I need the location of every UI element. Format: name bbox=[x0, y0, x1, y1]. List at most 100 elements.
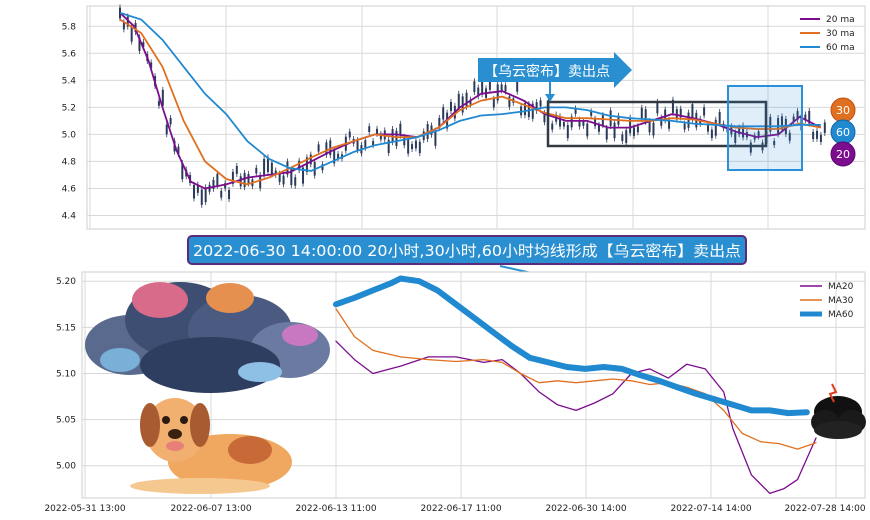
candle-body bbox=[543, 113, 546, 123]
candle-body bbox=[648, 121, 651, 133]
bottom-series-line-MA60 bbox=[333, 275, 810, 417]
candle-body bbox=[780, 116, 783, 130]
candle-body bbox=[823, 122, 826, 133]
candle-body bbox=[157, 101, 160, 106]
bottom-y-tick-label: 5.00 bbox=[56, 462, 76, 472]
sell-point-arrow-annotation: 【乌云密布】卖出点 bbox=[478, 52, 632, 102]
legend-label-30ma: 30 ma bbox=[826, 29, 855, 39]
top-y-tick-label: 5.4 bbox=[62, 76, 77, 86]
candle-body bbox=[605, 127, 608, 140]
candle-body bbox=[403, 136, 406, 146]
top-ma-lines bbox=[119, 11, 822, 190]
candle-body bbox=[231, 171, 234, 184]
candle-body bbox=[438, 117, 441, 129]
top-legend: 20 ma 30 ma 60 ma bbox=[800, 15, 855, 53]
candle-body bbox=[816, 130, 819, 139]
candle-body bbox=[278, 173, 281, 183]
candle-body bbox=[247, 174, 250, 184]
legend-label-20ma: 20 ma bbox=[826, 15, 855, 25]
top-y-tick-label: 4.6 bbox=[62, 184, 77, 194]
candle-body bbox=[812, 131, 815, 140]
top-panel: 4.4 4.6 4.8 5.0 5.2 5.4 5.6 5.8 【乌云密布】卖出点 20 ma… bbox=[62, 4, 866, 230]
candle-body bbox=[734, 132, 737, 143]
candle-body bbox=[640, 107, 643, 120]
candle-body bbox=[305, 157, 308, 172]
candle-body bbox=[457, 93, 460, 109]
top-series-line-60ma bbox=[119, 11, 821, 172]
candle-body bbox=[263, 158, 266, 175]
candle-body bbox=[636, 126, 639, 133]
candle-body bbox=[773, 140, 776, 146]
legend-label-ma60: MA60 bbox=[828, 310, 854, 320]
storm-cloud-icon bbox=[811, 383, 866, 439]
bottom-series-line-MA20 bbox=[335, 340, 817, 495]
candle-body bbox=[706, 124, 709, 132]
candle-body bbox=[142, 41, 145, 47]
bottom-y-ticks: 5.00 5.05 5.10 5.15 5.20 bbox=[56, 277, 76, 471]
candle-body bbox=[566, 125, 569, 139]
candle-body bbox=[551, 123, 554, 130]
candle-body bbox=[808, 110, 811, 124]
candle-body bbox=[282, 175, 285, 185]
legend-label-60ma: 60 ma bbox=[826, 43, 855, 53]
candle-body bbox=[329, 140, 332, 156]
candle-body bbox=[270, 162, 273, 175]
candle-body bbox=[609, 110, 612, 127]
consolidation-box bbox=[546, 100, 768, 148]
candle-body bbox=[126, 16, 129, 27]
candle-body bbox=[531, 103, 534, 119]
candle-body bbox=[597, 124, 600, 132]
candle-body bbox=[399, 123, 402, 136]
top-y-tick-label: 4.8 bbox=[62, 157, 77, 167]
candle-body bbox=[488, 77, 491, 90]
candle-body bbox=[601, 115, 604, 126]
candle-body bbox=[753, 135, 756, 140]
candle-body bbox=[395, 130, 398, 147]
candle-body bbox=[492, 98, 495, 108]
arrow-label: 【乌云密布】卖出点 bbox=[484, 63, 610, 80]
candle-body bbox=[325, 142, 328, 155]
candle-body bbox=[660, 117, 663, 126]
candle-body bbox=[138, 37, 141, 51]
candle-body bbox=[181, 163, 184, 180]
candle-body bbox=[757, 131, 760, 137]
candle-body bbox=[656, 101, 659, 114]
candle-body bbox=[671, 99, 674, 113]
dog-icon bbox=[130, 398, 292, 494]
candle-body bbox=[738, 127, 741, 135]
candle-body bbox=[449, 101, 452, 111]
candle-body bbox=[749, 142, 752, 153]
candle-body bbox=[317, 144, 320, 152]
candle-body bbox=[259, 174, 262, 189]
candle-body bbox=[364, 140, 367, 148]
candle-body bbox=[668, 119, 671, 129]
bottom-panel: 5.005.055.105.155.20 2022-05-31 13:00 202… bbox=[44, 271, 866, 514]
candle-body bbox=[200, 189, 203, 205]
top-y-tick-label: 5.2 bbox=[62, 103, 76, 113]
candle-body bbox=[520, 106, 523, 116]
candle-body bbox=[220, 190, 223, 198]
bottom-x-tick-label: 2022-07-28 14:00 bbox=[784, 504, 865, 514]
candle-body bbox=[625, 130, 628, 143]
cloud-icon bbox=[85, 282, 330, 393]
candle-body bbox=[562, 122, 565, 127]
candle-body bbox=[461, 96, 464, 113]
legend-label-ma20: MA20 bbox=[828, 282, 854, 292]
candle-body bbox=[691, 104, 694, 120]
candle-body bbox=[165, 124, 168, 135]
candle-body bbox=[819, 134, 822, 143]
candle-body bbox=[644, 109, 647, 122]
candle-body bbox=[710, 129, 713, 138]
candle-body bbox=[150, 62, 153, 69]
candle-body bbox=[333, 149, 336, 164]
candle-body bbox=[796, 111, 799, 120]
bottom-legend: MA20 MA30 MA60 bbox=[800, 282, 854, 320]
candle-body bbox=[477, 87, 480, 97]
candle-body bbox=[228, 189, 231, 200]
bottom-y-tick-label: 5.15 bbox=[56, 323, 76, 333]
candle-body bbox=[508, 96, 511, 107]
candle-body bbox=[582, 121, 585, 126]
candle-body bbox=[391, 129, 394, 143]
headline-text: 2022-06-30 14:00:00 20小时,30小时,60小时均线形成【乌… bbox=[193, 242, 741, 260]
